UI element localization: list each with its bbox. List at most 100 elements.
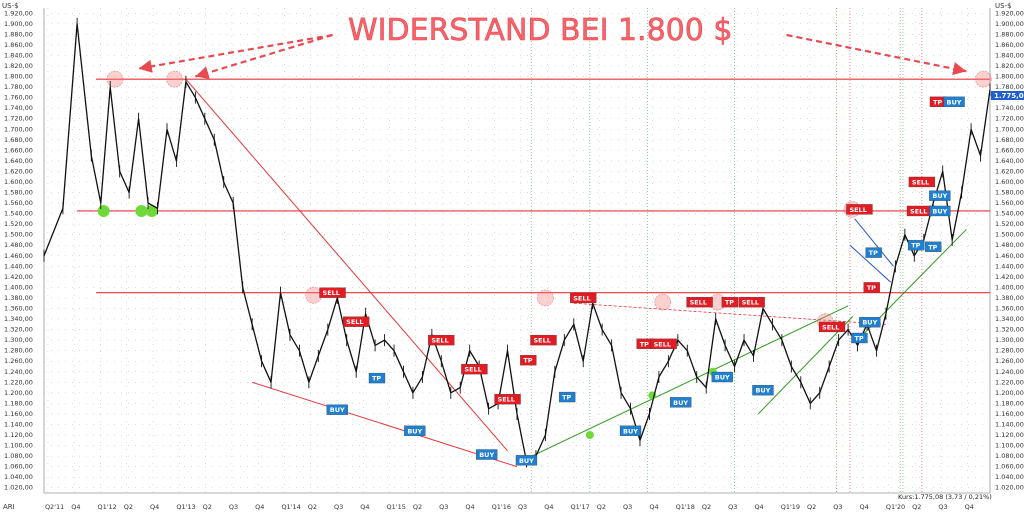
signal-label: BUY [407,427,422,435]
x-tick-label: Q1'20 [886,503,905,511]
y-tick-label-right: 1.180,00 [995,399,1024,407]
uptrend-touch-marker [585,431,594,440]
y-tick-label-left: 1.720,00 [4,115,33,123]
signal-label: TP [928,243,937,251]
signal-buy-buy: BUY [404,425,426,436]
x-tick-label: Q1'19 [781,503,800,511]
y-tick-label-right: 1.140,00 [995,420,1024,428]
y-tick-label-right: 1.920,00 [995,9,1024,17]
y-tick-label-left: 1.160,00 [4,410,33,418]
signal-sell-sell: SELL [650,338,677,349]
signal-label: BUY [862,319,877,327]
signal-label: BUY [932,207,947,215]
title-arrow [195,33,333,80]
y-tick-label-right: 1.260,00 [995,357,1024,365]
y-tick-label-right: 1.740,00 [995,104,1024,112]
x-tick-label: Q1'15 [387,503,406,511]
x-tick-label: Q1'17 [570,503,589,511]
y-axis: 1.020,00 1.020,00 1.040,00 1.040,00 1.060,00… [4,9,1024,491]
signal-box [670,397,692,408]
x-tick-label: Q1'16 [492,503,511,511]
y-tick-label-left: 1.280,00 [4,347,33,355]
y-tick-label-right: 1.500,00 [995,231,1024,239]
unit-left: US-$ [2,2,19,10]
signal-label: TP [854,335,863,343]
resistance-touch-marker [654,293,672,311]
x-tick-label: Q2 [413,503,422,511]
y-tick-label-left: 1.060,00 [4,463,33,471]
signal-buy-tp: TP [851,332,868,344]
signal-buy-buy: BUY [859,317,881,328]
signal-label: SELL [742,299,759,307]
y-tick-label-right: 1.600,00 [995,178,1024,186]
y-tick-label-right: 1.680,00 [995,136,1024,144]
signal-sell-sell: SELL [319,287,346,298]
y-tick-label-left: 1.860,00 [4,41,33,49]
y-tick-label-left: 1.600,00 [4,178,33,186]
signal-sell-sell: SELL [846,204,873,215]
y-tick-label-left: 1.760,00 [4,94,33,102]
signal-buy-tp: TP [865,247,882,258]
y-tick-label-left: 1.660,00 [4,146,33,154]
y-tick-label-right: 1.720,00 [995,115,1024,123]
x-tick-label: Q4 [965,503,974,511]
signal-box [326,404,348,415]
y-tick-label-left: 1.020,00 [4,484,33,492]
y-tick-label-left: 1.560,00 [4,199,33,207]
signal-buy-buy: BUY [326,404,348,415]
y-tick-label-right: 1.660,00 [995,146,1024,154]
signal-buy-buy: BUY [752,385,774,396]
signal-sell-sell: SELL [818,321,846,333]
y-tick-label-left: 1.080,00 [4,452,33,460]
y-tick-label-right: 1.360,00 [995,304,1024,312]
y-tick-label-right: 1.160,00 [995,410,1024,418]
signal-buy-tp: TP [368,372,386,384]
y-tick-label-right: 1.240,00 [995,368,1024,376]
signal-sell-sell: SELL [494,394,521,405]
y-tick-label-left: 1.620,00 [4,167,33,175]
y-tick-label-left: 1.420,00 [4,273,33,281]
signal-box [818,321,846,333]
x-tick-label: Q4 [255,503,264,511]
price-tag: 1.775,00 [994,92,1024,100]
signal-label: SELL [910,207,927,215]
signal-box [721,297,738,308]
signal-box [752,385,774,396]
resistance-touch-marker [536,289,554,307]
signal-sell-tp: TP [520,355,537,366]
signal-label: BUY [715,374,730,382]
y-tick-label-left: 1.820,00 [4,62,33,70]
y-tick-label-left: 1.520,00 [4,220,33,228]
y-tick-label-left: 1.440,00 [4,262,33,270]
y-tick-label-right: 1.540,00 [995,210,1024,218]
y-tick-label-right: 1.380,00 [995,294,1024,302]
x-tick-label: Q2 [702,503,711,511]
signal-buy-buy: BUY [515,455,538,466]
x-tick-label: Q2 [124,503,133,511]
y-tick-label-right: 1.520,00 [995,220,1024,228]
y-tick-label-right: 1.480,00 [995,241,1024,249]
signal-sell-sell: SELL [343,316,370,327]
y-tick-label-left: 1.100,00 [4,442,33,450]
y-tick-label-left: 1.120,00 [4,431,33,439]
y-tick-label-right: 1.300,00 [995,336,1024,344]
channel-line-lower [849,244,892,283]
signal-label: SELL [654,340,671,348]
corner-label: ARI [3,503,15,511]
x-tick-label: Q4 [465,503,474,511]
signal-buy-tp: TP [925,241,942,252]
y-tick-label-right: 1.820,00 [995,62,1024,70]
y-tick-label-left: 1.400,00 [4,283,33,291]
y-tick-label-right: 1.560,00 [995,199,1024,207]
x-tick-label: Q2 [203,503,212,511]
y-tick-label-right: 1.700,00 [995,125,1024,133]
y-tick-label-right: 1.640,00 [995,157,1024,165]
resistance-touch-marker [974,70,992,88]
y-tick-label-left: 1.140,00 [4,420,33,428]
y-tick-label-left: 1.340,00 [4,315,33,323]
signal-label: TP [933,98,942,106]
title-arrow [138,33,333,73]
y-tick-label-right: 1.320,00 [995,326,1024,334]
signal-buy-buy: BUY [711,371,733,383]
